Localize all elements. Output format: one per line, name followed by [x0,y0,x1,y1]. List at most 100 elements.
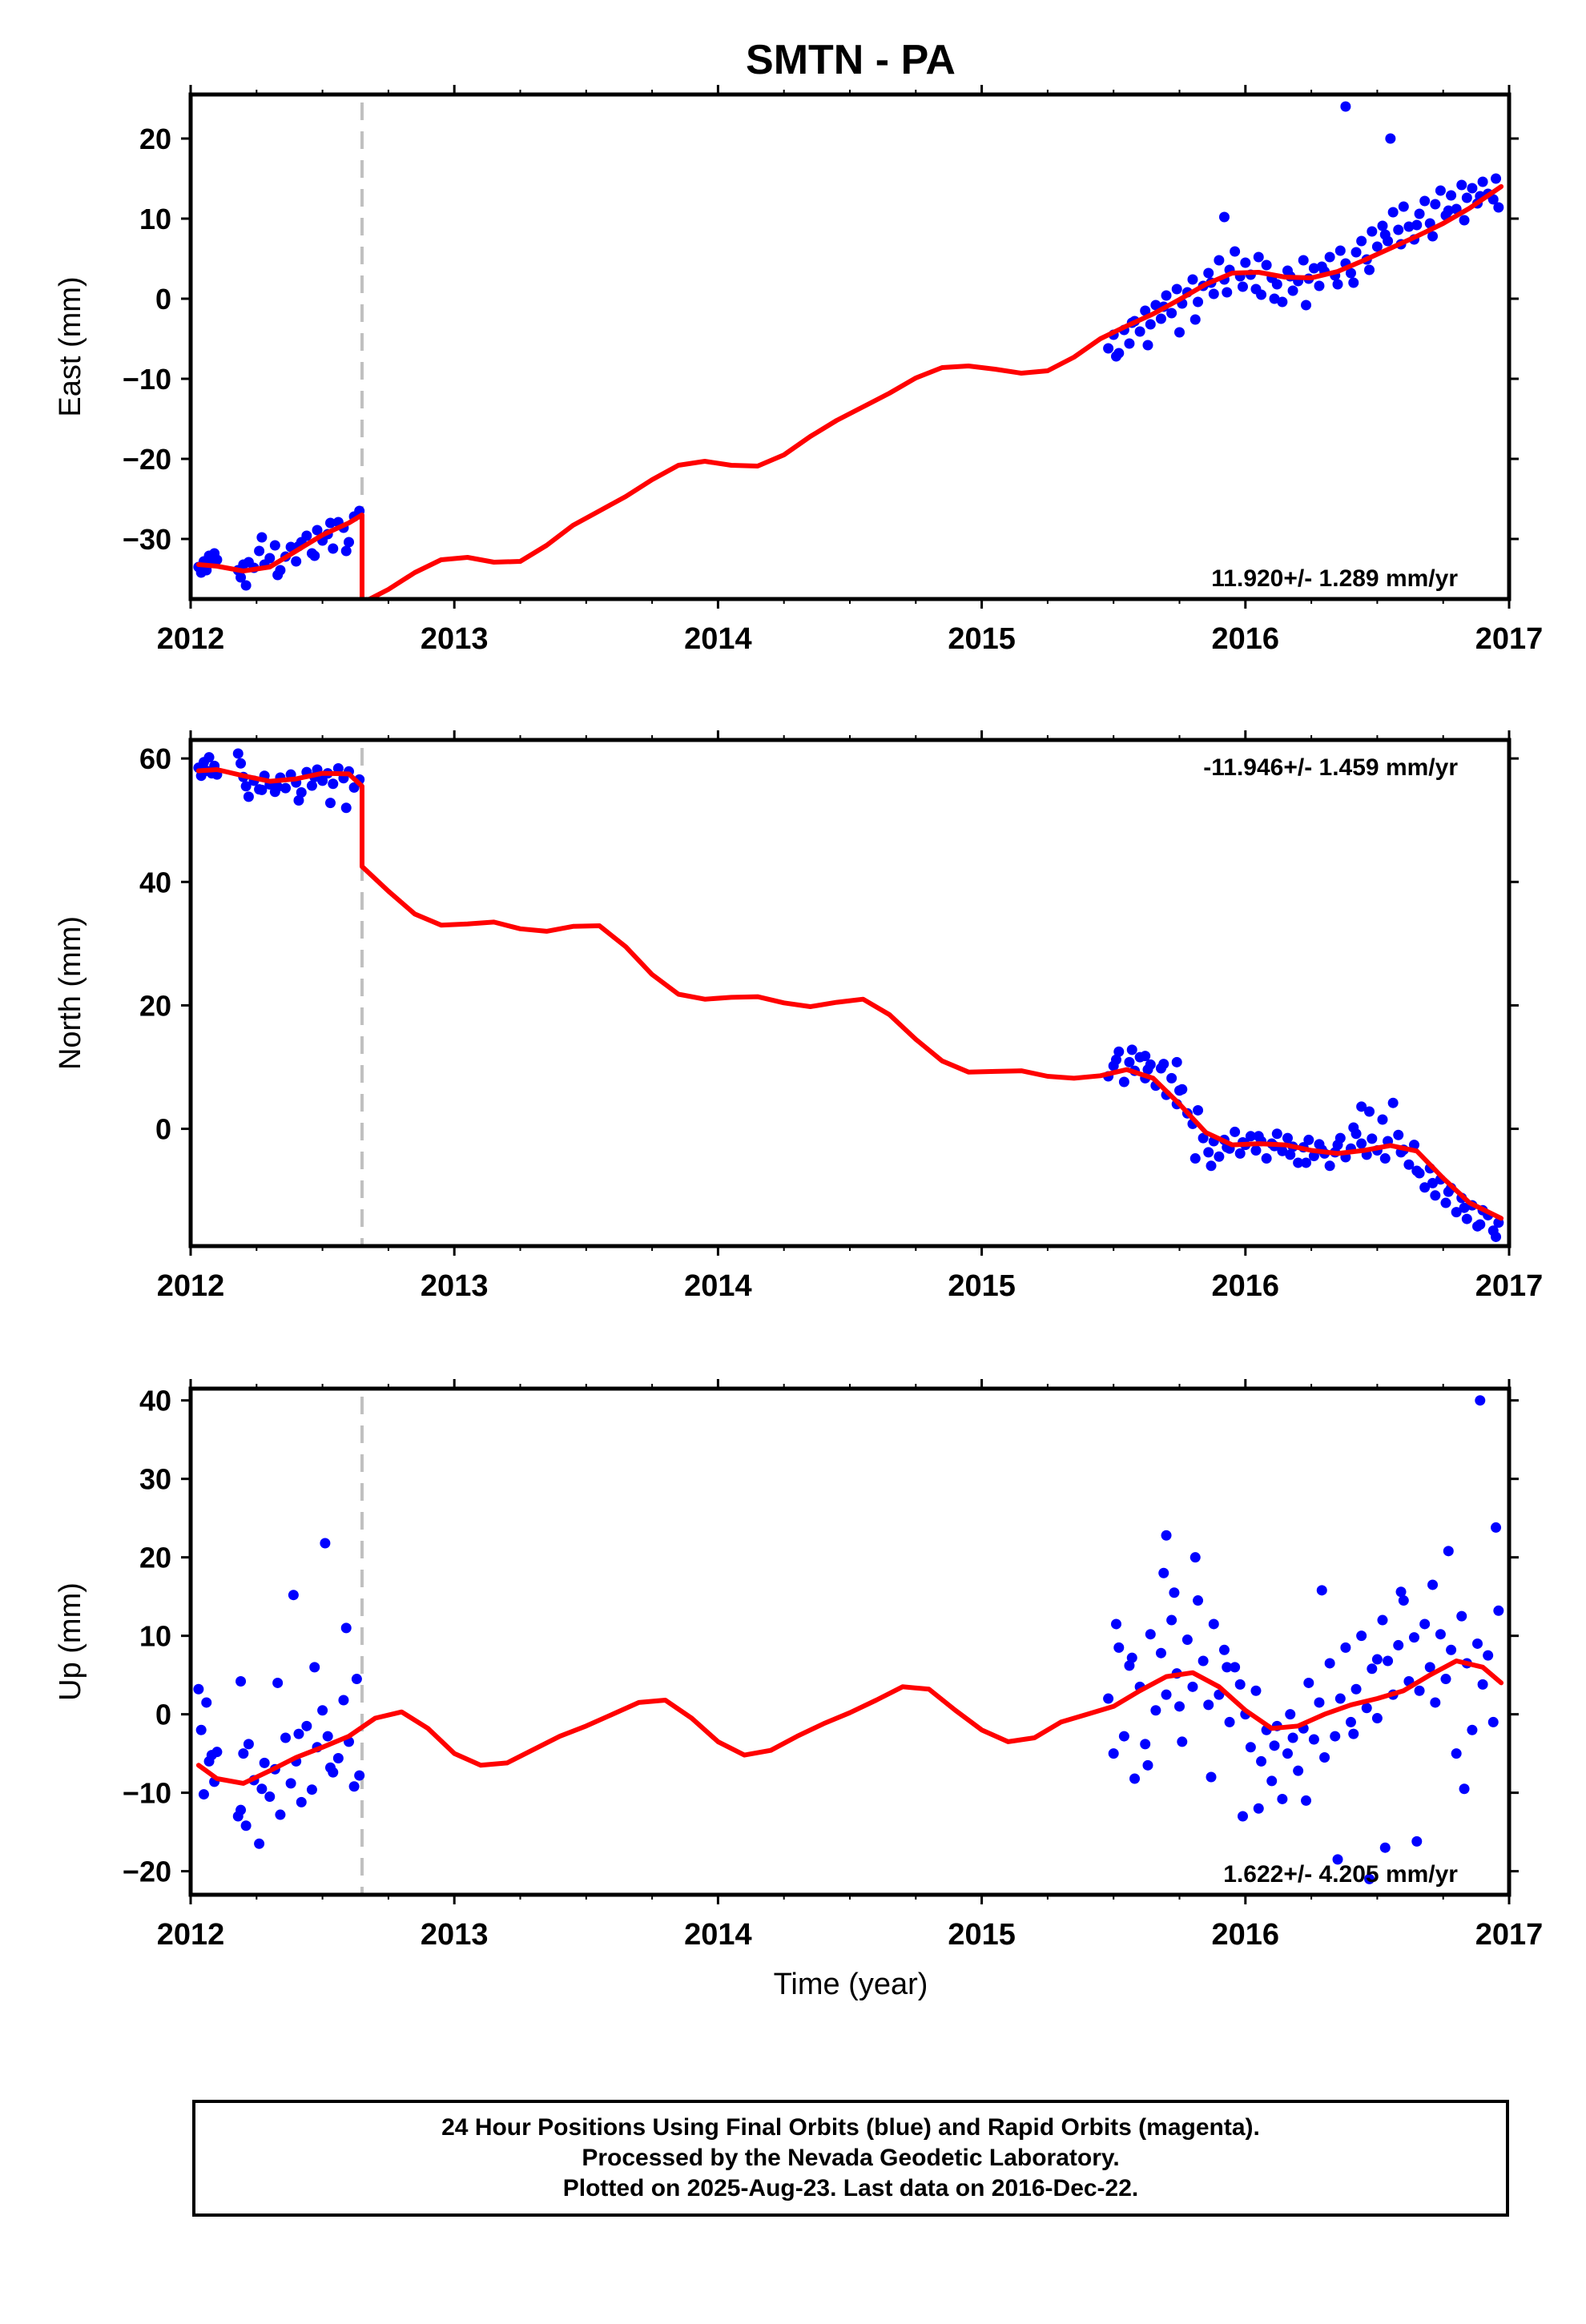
north-data-point [1408,1140,1419,1151]
up-data-point [1161,1689,1172,1700]
up-data-point [1203,1699,1214,1711]
up-data-point [322,1731,333,1742]
up-data-point [280,1732,292,1743]
east-data-point [1385,133,1396,144]
north-data-point [1387,1097,1399,1108]
up-data-point [1334,1693,1346,1704]
up-y-axis-label: Up (mm) [54,1582,87,1701]
up-xtick-label: 2016 [1212,1918,1280,1952]
north-model-line [195,767,364,789]
north-data-point [1214,1151,1225,1162]
north-data-point [1271,1128,1282,1140]
east-data-point [211,554,223,565]
east-data-point [1140,305,1151,316]
north-data-point [1118,1076,1129,1088]
north-data-point [1443,1186,1454,1197]
up-data-point [1266,1775,1278,1787]
east-xtick-label: 2017 [1475,622,1544,656]
east-data-point [1398,201,1409,212]
east-data-point [1430,199,1441,210]
east-data-point [269,540,280,551]
up-data-point [332,1753,344,1764]
east-data-point [1230,246,1241,257]
north-data-point [328,778,339,790]
north-data-point [1324,1160,1335,1172]
east-data-point [1356,235,1367,247]
north-data-point [1190,1153,1201,1164]
up-data-point [238,1748,249,1759]
north-data-point [243,791,254,802]
up-data-point [1177,1736,1188,1747]
east-data-point [309,550,320,561]
up-data-point [1395,1586,1407,1598]
up-data-point [201,1697,212,1708]
north-data-point [324,798,336,809]
east-data-point [1364,264,1375,275]
footer-line-3: Plotted on 2025-Aug-23. Last data on 201… [562,2175,1139,2201]
east-data-point [1287,285,1298,296]
east-data-point [1459,215,1470,226]
up-xtick-label: 2017 [1475,1918,1544,1952]
up-data-point [1169,1587,1180,1598]
east-data-points [193,101,1504,591]
up-data-point [351,1674,362,1685]
up-data-point [1110,1618,1121,1630]
up-data-point [309,1662,320,1673]
east-data-point [1314,280,1325,292]
north-data-point [1303,1134,1314,1145]
up-data-point [1103,1693,1114,1704]
up-data-point [1150,1705,1161,1716]
east-data-point [1443,205,1454,216]
up-data-point [1411,1835,1423,1847]
east-data-point [1145,319,1156,330]
up-data-point [1459,1783,1470,1795]
north-data-point [1253,1131,1264,1142]
north-ytick-label: 0 [155,1113,171,1146]
up-data-point [1383,1655,1394,1667]
north-data-point [1364,1106,1375,1117]
up-data-point [1126,1652,1137,1663]
north-data-point [1282,1132,1293,1144]
up-data-point [1435,1629,1446,1640]
east-data-point [1487,194,1499,205]
up-data-point [1364,1873,1375,1884]
panel-north: 2012 2013 2014 2015 2016 2017 0 20 40 60 North (mm… [54,730,1543,1303]
north-ytick-label: 40 [139,866,171,899]
up-data-point [1467,1724,1478,1735]
north-xtick-label: 2013 [421,1269,489,1303]
east-data-point [1277,296,1288,308]
up-data-point [1398,1595,1409,1606]
north-data-point [1356,1138,1367,1149]
up-data-point [1158,1567,1169,1578]
east-ytick-label: −10 [123,363,171,396]
north-data-point [1461,1213,1472,1224]
east-data-point [1240,257,1251,268]
up-data-point [1282,1748,1293,1759]
east-data-point [1419,195,1431,207]
up-data-point [1487,1716,1499,1727]
north-data-point [1124,1056,1135,1068]
chart-title: SMTN - PA [746,37,956,83]
up-data-point [240,1820,252,1831]
east-data-point [1367,226,1378,237]
north-data-point [1171,1056,1182,1068]
east-data-point [340,545,352,557]
east-data-point [1301,300,1312,311]
north-data-point [1348,1122,1359,1133]
north-data-point [1198,1132,1209,1144]
up-ytick-label: 30 [139,1463,171,1496]
north-data-point [1379,1153,1391,1164]
up-data-point [1181,1634,1193,1646]
east-data-point [1377,220,1388,231]
up-data-point [293,1728,304,1739]
north-data-point [1440,1197,1451,1208]
footer-line-2: Processed by the Nevada Geodetic Laborat… [582,2145,1120,2171]
up-data-point [348,1781,360,1792]
north-data-point [1459,1202,1470,1213]
east-data-point [1334,245,1346,256]
north-data-point [1166,1072,1177,1084]
east-data-point [1171,283,1182,295]
north-data-point [1301,1157,1312,1168]
north-rate-text: -11.946+/- 1.459 mm/yr [1203,754,1458,781]
east-data-point [1435,185,1446,196]
